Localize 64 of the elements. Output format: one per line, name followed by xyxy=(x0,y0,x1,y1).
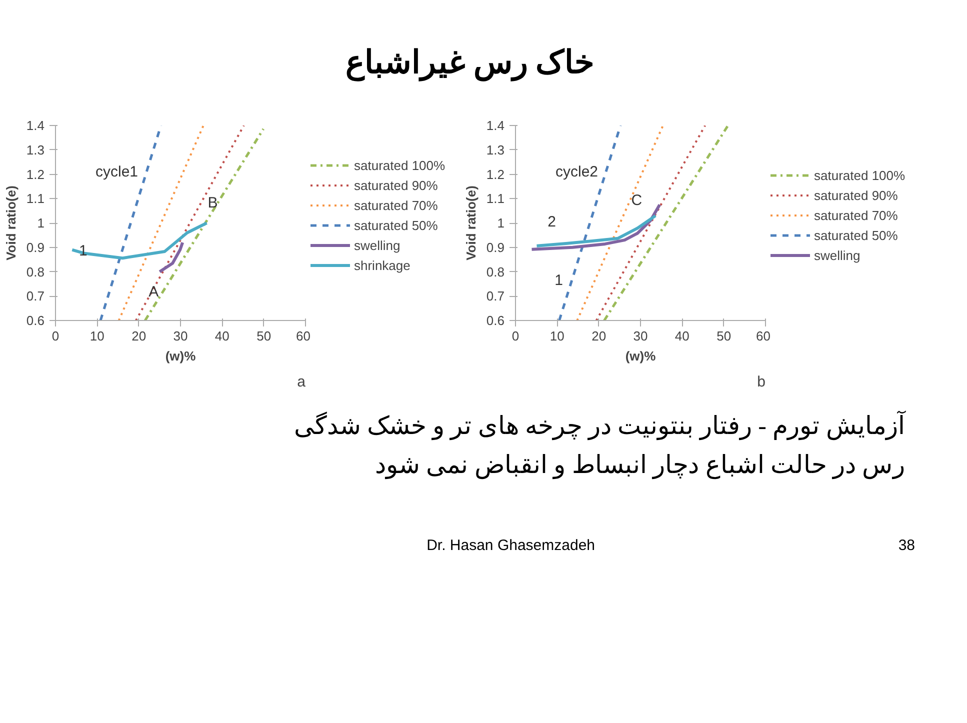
x-tick-label: 30 xyxy=(173,328,188,344)
y-tick-label: 0.8 xyxy=(26,264,45,280)
y-tick-label: 0.6 xyxy=(486,313,505,328)
y-tick-label: 1.4 xyxy=(26,118,45,133)
annotation: 2 xyxy=(548,213,556,230)
legend-label: saturated 70% xyxy=(354,198,438,212)
y-tick-label: 1 xyxy=(497,216,505,230)
y-tick-label: 0.7 xyxy=(486,288,505,304)
x-tick-label: 10 xyxy=(550,328,564,344)
annotation: A xyxy=(148,283,159,300)
x-tick-label: 60 xyxy=(296,328,311,344)
x-tick-label: 50 xyxy=(716,328,732,344)
y-axis-title: Void ratio(e) xyxy=(463,186,478,260)
x-tick-label: 20 xyxy=(132,328,146,344)
y-tick-label: 1.4 xyxy=(486,118,505,133)
legend-label: saturated 100% xyxy=(814,168,906,182)
legend-label: saturated 70% xyxy=(814,208,898,222)
annotation: C xyxy=(631,192,642,210)
y-tick-label: 1.1 xyxy=(486,191,505,206)
y-axis-title: Void ratio(e) xyxy=(3,186,18,260)
legend-label: swelling xyxy=(814,248,860,262)
legend-label: saturated 50% xyxy=(814,228,898,242)
annotation: cycle2 xyxy=(556,164,598,180)
x-tick-label: 40 xyxy=(674,328,690,344)
text: 38 xyxy=(897,536,915,556)
y-tick-label: 1.3 xyxy=(26,142,45,158)
legend-label: saturated 90% xyxy=(814,188,898,202)
y-tick-label: 0.9 xyxy=(486,240,505,255)
legend-label: saturated 50% xyxy=(354,218,438,232)
x-axis-title: (w)% xyxy=(165,348,196,364)
legend-label: shrinkage xyxy=(354,258,410,272)
y-tick-label: 1 xyxy=(37,216,45,230)
x-tick-label: 60 xyxy=(756,328,771,344)
legend-label: swelling xyxy=(354,238,400,252)
x-axis-title: (w)% xyxy=(625,348,656,364)
x-tick-label: 20 xyxy=(592,328,606,344)
y-tick-label: 1.2 xyxy=(486,166,505,182)
text: خاک رس غیراشباع xyxy=(344,43,596,84)
annotation: B xyxy=(208,194,218,212)
text: a xyxy=(297,374,306,390)
text: رس در حالت اشباع دچار انبساط و انقباض نمی شود xyxy=(374,452,905,479)
x-tick-label: 30 xyxy=(633,328,648,344)
y-tick-label: 1.1 xyxy=(26,191,45,206)
text: آزمایش تورم - رفتار بنتونیت در چرخه های تر و خشک شدگی xyxy=(294,413,905,440)
annotation: cycle1 xyxy=(96,164,138,180)
y-tick-label: 0.6 xyxy=(26,313,45,328)
x-tick-label: 0 xyxy=(512,328,520,344)
x-tick-label: 10 xyxy=(90,328,104,344)
text: Dr. Hasan Ghasemzadeh xyxy=(426,536,595,556)
legend-label: saturated 100% xyxy=(354,158,446,172)
y-tick-label: 1.3 xyxy=(486,142,505,158)
line-series xyxy=(70,222,208,260)
line-series xyxy=(535,214,657,248)
x-tick-label: 50 xyxy=(256,328,272,344)
annotation: 1 xyxy=(554,272,563,289)
y-tick-label: 0.7 xyxy=(26,288,45,304)
y-tick-label: 1.2 xyxy=(26,166,45,182)
text: b xyxy=(757,374,766,390)
y-tick-label: 0.8 xyxy=(486,264,505,280)
legend-label: saturated 90% xyxy=(354,178,438,192)
y-tick-label: 0.9 xyxy=(26,240,45,255)
x-tick-label: 0 xyxy=(52,328,60,344)
x-tick-label: 40 xyxy=(214,328,230,344)
line-series xyxy=(158,241,184,274)
